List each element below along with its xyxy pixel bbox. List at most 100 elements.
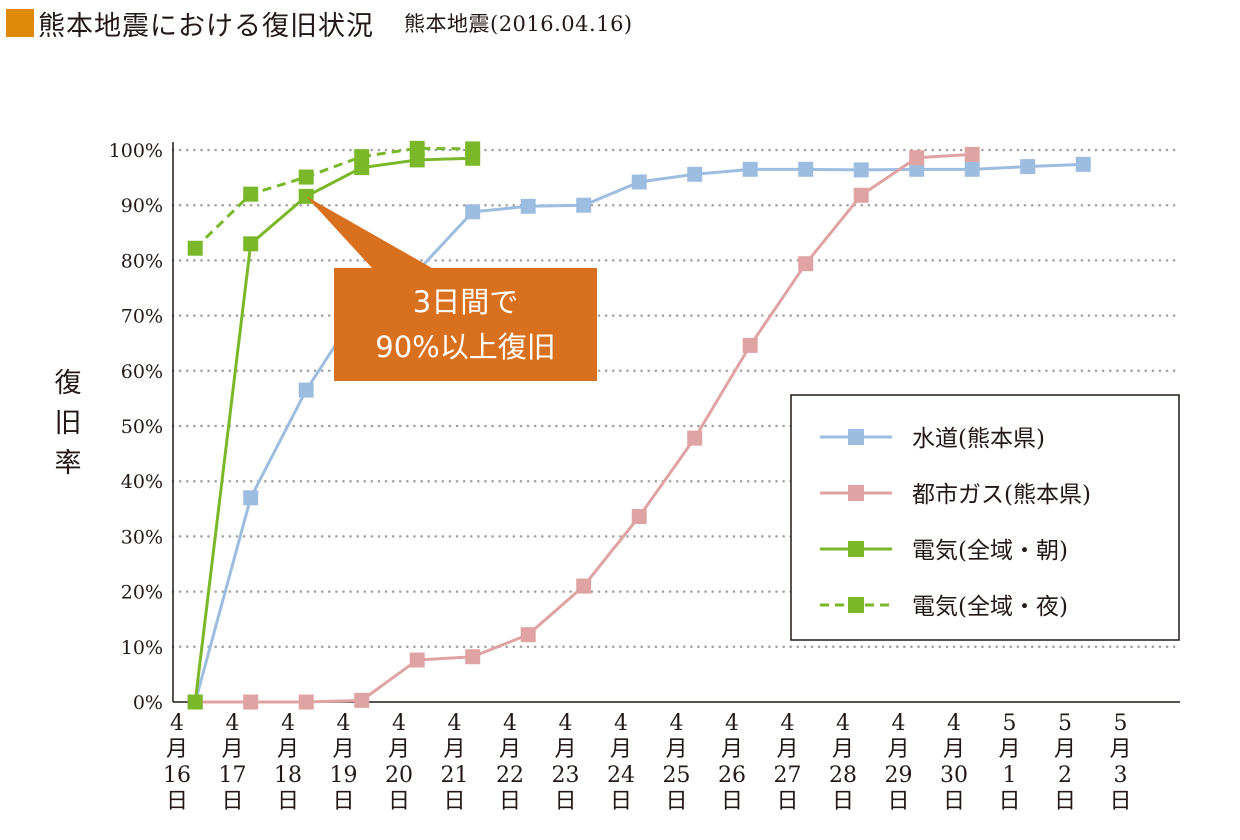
data-point	[465, 649, 481, 665]
x-tick-part: 月	[388, 737, 410, 762]
data-point	[298, 694, 314, 710]
y-axis-label: 復旧率	[55, 368, 82, 479]
x-tick-part: 日	[665, 789, 687, 814]
data-point	[964, 161, 980, 177]
page-title: 熊本地震における復旧状況	[38, 10, 374, 42]
data-point	[853, 187, 869, 203]
x-tick-part: 27	[774, 763, 802, 788]
x-tick-part: 4	[781, 711, 795, 736]
data-point	[742, 161, 758, 177]
data-point	[409, 152, 425, 168]
data-point	[742, 337, 758, 353]
data-point	[909, 150, 925, 166]
data-point	[909, 161, 925, 177]
x-tick-part: 日	[277, 789, 299, 814]
x-tick-part: 月	[221, 737, 243, 762]
data-point	[520, 198, 536, 214]
x-tick-part: 19	[330, 763, 358, 788]
x-tick-part: 月	[943, 737, 965, 762]
data-point	[964, 146, 980, 162]
y-tick-label-0: 0%	[133, 692, 163, 714]
x-tick-part: 18	[274, 763, 302, 788]
x-tick-part: 月	[166, 737, 188, 762]
legend-swatch-marker	[848, 485, 864, 501]
x-tick-part: 日	[776, 789, 798, 814]
x-tick-part: 4	[947, 711, 961, 736]
callout-arrow-box	[306, 196, 597, 381]
x-tick-part: 月	[277, 737, 299, 762]
x-tick-part: 月	[1109, 737, 1131, 762]
data-point	[687, 430, 703, 446]
x-tick-part: 4	[392, 711, 406, 736]
y-tick-label-50: 50%	[121, 416, 163, 438]
series-line-2	[193, 156, 473, 703]
x-tick-part: 4	[503, 711, 517, 736]
x-tick-part: 月	[610, 737, 632, 762]
x-tick-part: 日	[832, 789, 854, 814]
x-tick-part: 月	[998, 737, 1020, 762]
grid	[171, 148, 1182, 649]
y-tick-label-60: 60%	[121, 361, 163, 383]
x-tick-part: 4	[725, 711, 739, 736]
x-tick-part: 月	[554, 737, 576, 762]
data-point	[798, 161, 814, 177]
data-point	[243, 186, 259, 202]
legend-label: 電気(全域・朝)	[912, 538, 1068, 564]
data-point	[243, 490, 259, 506]
y-axis-label-char: 旧	[55, 408, 82, 439]
x-tick-part: 5	[1114, 711, 1128, 736]
callout-line-2: 90%以上復旧	[375, 330, 555, 364]
x-tick-part: 月	[776, 737, 798, 762]
annotation-callout: 3日間で 90%以上復旧	[306, 196, 597, 381]
y-tick-label-30: 30%	[121, 526, 163, 548]
data-point	[853, 162, 869, 178]
x-tick-part: 22	[496, 763, 524, 788]
y-tick-label-10: 10%	[121, 637, 163, 659]
data-point	[243, 236, 259, 252]
x-tick-part: 日	[887, 789, 909, 814]
header: 熊本地震における復旧状況 熊本地震(2016.04.16)	[6, 6, 633, 42]
x-tick-part: 16	[163, 763, 191, 788]
legend-entry-3: 電気(全域・夜)	[820, 594, 1068, 620]
title-marker	[6, 9, 34, 37]
x-tick-part: 5	[1058, 711, 1072, 736]
x-tick-part: 月	[1054, 737, 1076, 762]
data-point	[1075, 156, 1091, 172]
x-tick-part: 日	[554, 789, 576, 814]
x-tick-part: 日	[1054, 789, 1076, 814]
x-tick-part: 2	[1058, 763, 1072, 788]
x-tick-part: 3	[1114, 763, 1128, 788]
x-tick-part: 5	[1003, 711, 1017, 736]
x-tick-part: 4	[614, 711, 628, 736]
y-tick-label-90: 90%	[121, 195, 163, 217]
data-point	[520, 627, 536, 643]
x-tick-part: 日	[332, 789, 354, 814]
x-tick-part: 日	[998, 789, 1020, 814]
x-tick-part: 4	[892, 711, 906, 736]
x-tick-part: 4	[559, 711, 573, 736]
x-tick-part: 17	[219, 763, 247, 788]
data-point	[409, 140, 425, 156]
data-point	[298, 169, 314, 185]
x-tick-part: 24	[607, 763, 635, 788]
legend: 水道(熊本県) 都市ガス(熊本県) 電気(全域・朝) 電気(全域・夜)	[790, 394, 1180, 641]
x-tick-part: 4	[281, 711, 295, 736]
x-tick-part: 4	[836, 711, 850, 736]
x-tick-part: 20	[385, 763, 413, 788]
data-point	[576, 197, 592, 213]
x-tick-part: 4	[170, 711, 184, 736]
x-tick-part: 23	[552, 763, 580, 788]
callout-line-1: 3日間で	[413, 285, 518, 319]
